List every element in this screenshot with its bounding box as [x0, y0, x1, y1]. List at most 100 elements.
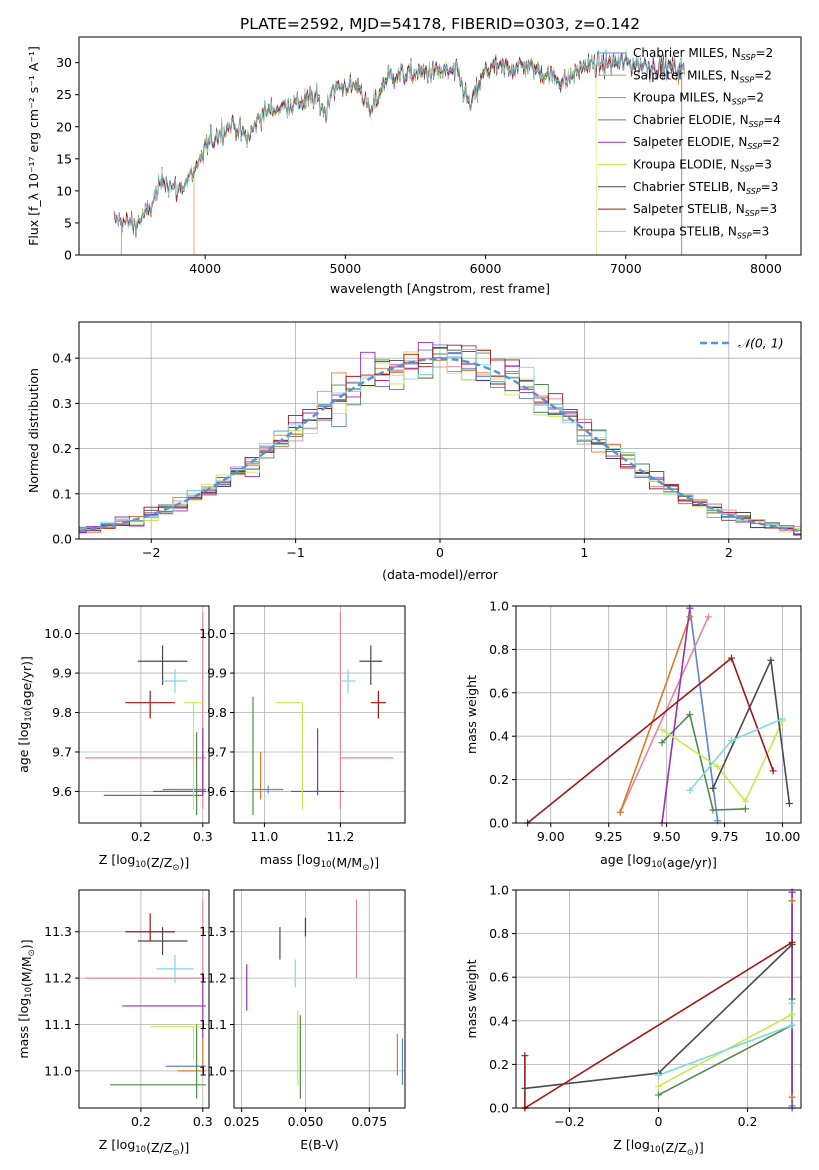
weight-marker — [521, 1052, 529, 1060]
error-point — [156, 954, 194, 983]
error-point — [253, 785, 284, 794]
legend-entry: Chabrier STELIB, NSSP=3 — [633, 180, 778, 196]
plot-area — [113, 49, 685, 255]
weight-marker — [714, 763, 722, 771]
x-axis-label: wavelength [Angstrom, rest frame] — [330, 281, 550, 296]
y-tick-label: 9.8 — [52, 705, 72, 720]
y-tick-label: 11.2 — [44, 971, 72, 986]
y-tick-label: 11.3 — [44, 924, 72, 939]
panel-z-vs-age: 0.2 0.3 9.6 9.7 9.8 9.9 10.0 Z [log10(Z/Z⊙)] age… — [16, 605, 213, 873]
y-tick-label: 0.3 — [52, 396, 72, 411]
x-tick-label: 0.2 — [738, 1114, 758, 1129]
x-tick-label: 0 — [436, 545, 444, 560]
x-tick-label: 6000 — [470, 261, 502, 276]
error-point — [137, 645, 188, 685]
weight-series-line — [619, 616, 691, 813]
y-tick-label: 0.4 — [52, 351, 72, 366]
weight-marker — [704, 613, 712, 621]
spectrum-series-line — [120, 50, 685, 255]
y-axis-label: mass [log10(M/M⊙)] — [16, 939, 37, 1058]
weight-marker — [778, 715, 786, 723]
weight-marker — [767, 656, 775, 664]
error-point — [153, 728, 206, 796]
legend-entry: Kroupa STELIB, NSSP=3 — [633, 224, 769, 240]
plot-area — [527, 608, 791, 823]
x-axis-label: age [log10(age/yr)] — [600, 852, 717, 870]
legend-entry: Salpeter MILES, NSSP=2 — [633, 68, 772, 84]
y-tick-label: 0 — [64, 248, 72, 263]
weight-marker — [658, 739, 666, 747]
plot-area — [85, 611, 206, 816]
spectrum-series-line — [113, 49, 685, 234]
plot-area — [79, 341, 801, 536]
y-tick-label: 25 — [56, 87, 72, 102]
y-tick-label: 10.0 — [44, 626, 72, 641]
y-tick-label: 9.9 — [52, 666, 72, 681]
error-point — [125, 690, 175, 719]
y-axis-label: mass weight — [464, 959, 479, 1038]
weight-marker — [788, 1093, 796, 1101]
panel-spectrum: 4000 5000 6000 7000 8000 0 5 10 15 20 25 30 waveleng… — [26, 36, 802, 296]
weight-marker — [788, 1021, 796, 1029]
y-tick-label: 5 — [64, 215, 72, 230]
weight-marker — [616, 808, 624, 816]
x-axis-label: E(B-V) — [300, 1137, 339, 1152]
figure-title: PLATE=2592, MJD=54178, FIBERID=0303, z=0… — [240, 15, 640, 33]
x-tick-label: 1 — [580, 545, 588, 560]
histogram-series-line — [79, 344, 801, 536]
y-tick-label: 10 — [56, 183, 72, 198]
y-tick-label: 11.1 — [199, 1017, 227, 1032]
weight-marker — [769, 767, 777, 775]
panel-ebv-vs-mass: 0.025 0.050 0.075 11.0 11.1 11.2 11.3 E(B-V) — [199, 889, 406, 1152]
x-tick-label: 10.00 — [765, 829, 801, 844]
spectrum-series-line — [113, 51, 683, 255]
x-tick-label: 0.025 — [224, 1114, 260, 1129]
weight-marker — [686, 786, 694, 794]
x-axis-label: Z [log10(Z/Z⊙)] — [99, 852, 189, 873]
y-tick-label: 15 — [56, 151, 72, 166]
weight-series-line — [661, 608, 691, 823]
weight-marker — [727, 737, 735, 745]
axes-frame — [78, 36, 802, 256]
x-tick-label: 0 — [655, 1114, 663, 1129]
x-tick-label: −0.2 — [554, 1114, 584, 1129]
weight-marker — [686, 711, 694, 718]
x-axis-label: mass [log10(M/M⊙)] — [260, 852, 379, 873]
error-point — [109, 1024, 206, 1099]
panel-mass-vs-age: 11.0 11.2 9.6 9.7 9.8 9.9 10.0 mass [log10(M/M⊙… — [199, 605, 406, 873]
x-tick-label: 0.2 — [131, 1114, 151, 1129]
x-tick-label: 9.00 — [537, 829, 565, 844]
weight-series-line — [661, 720, 784, 803]
error-point — [150, 1026, 203, 1060]
error-point — [125, 913, 175, 942]
error-point — [359, 645, 383, 685]
plot-area — [252, 611, 394, 816]
legend-entry: Kroupa MILES, NSSP=2 — [633, 91, 764, 107]
y-tick-label: 0.2 — [489, 772, 509, 787]
error-point — [162, 669, 188, 693]
axes-frame — [78, 889, 210, 1109]
y-tick-label: 9.8 — [207, 705, 227, 720]
x-tick-label: 2 — [725, 545, 733, 560]
y-tick-label: 0.1 — [52, 486, 72, 501]
weight-marker — [741, 797, 749, 805]
y-tick-label: 0.2 — [52, 441, 72, 456]
weight-marker — [788, 897, 796, 905]
y-tick-label: 0.8 — [489, 642, 509, 657]
panel-z-vs-mass: 0.2 0.3 11.0 11.1 11.2 11.3 Z [log10(Z/Z⊙)] mas… — [16, 889, 213, 1158]
legend-entry: Salpeter STELIB, NSSP=3 — [633, 202, 777, 218]
panel-residual-hist: −2 −1 0 1 2 0.0 0.1 0.2 0.3 0.4 (data-model)/error… — [26, 321, 802, 582]
weight-series-line — [524, 941, 793, 1108]
x-tick-label: −2 — [142, 545, 160, 560]
legend-entry: 𝒩(0, 1) — [738, 336, 784, 351]
panel-z-vs-weight: −0.2 0 0.2 0.0 0.2 0.4 0.6 0.8 1.0 Z [log10(Z/Z⊙)… — [464, 883, 802, 1158]
x-tick-label: −1 — [286, 545, 304, 560]
x-tick-label: 0.075 — [351, 1114, 387, 1129]
y-axis-label: Normed distribution — [26, 368, 41, 493]
weight-marker — [655, 1082, 662, 1090]
y-tick-label: 30 — [56, 55, 72, 70]
x-tick-label: 0.050 — [288, 1114, 324, 1129]
y-tick-label: 9.6 — [52, 784, 72, 799]
y-axis-label: mass weight — [464, 675, 479, 754]
